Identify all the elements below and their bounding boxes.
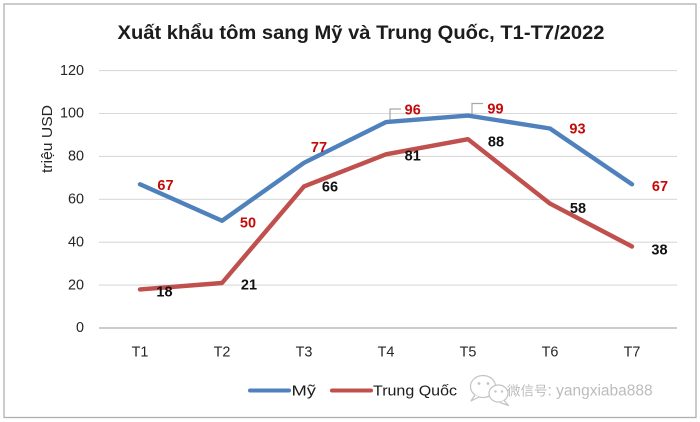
svg-text:T6: T6 xyxy=(542,345,559,361)
svg-text:T1: T1 xyxy=(132,345,149,361)
svg-text:120: 120 xyxy=(60,63,84,79)
svg-text:21: 21 xyxy=(241,278,257,294)
svg-text:triệu USD: triệu USD xyxy=(40,105,56,173)
svg-text:18: 18 xyxy=(156,285,172,301)
svg-text:96: 96 xyxy=(405,103,421,119)
svg-text:38: 38 xyxy=(651,243,667,259)
svg-text:99: 99 xyxy=(487,102,503,118)
svg-text:40: 40 xyxy=(68,234,84,250)
svg-text:T7: T7 xyxy=(624,345,641,361)
svg-text:60: 60 xyxy=(68,192,84,208)
svg-text:20: 20 xyxy=(68,277,84,293)
svg-text:80: 80 xyxy=(68,149,84,165)
svg-text:: yangxiaba888: : yangxiaba888 xyxy=(548,383,653,400)
svg-text:66: 66 xyxy=(322,180,338,196)
svg-text:88: 88 xyxy=(488,135,504,151)
svg-text:100: 100 xyxy=(60,106,84,122)
svg-text:0: 0 xyxy=(76,320,84,336)
svg-text:58: 58 xyxy=(570,201,586,217)
svg-text:Mỹ: Mỹ xyxy=(292,383,317,400)
svg-text:Trung Quốc: Trung Quốc xyxy=(373,383,457,400)
svg-text:67: 67 xyxy=(157,178,173,194)
svg-text:93: 93 xyxy=(569,122,585,138)
svg-text:T2: T2 xyxy=(214,345,231,361)
svg-text:T5: T5 xyxy=(460,345,477,361)
svg-text:67: 67 xyxy=(652,179,668,195)
svg-text:T4: T4 xyxy=(378,345,395,361)
svg-text:50: 50 xyxy=(240,216,256,232)
svg-text:77: 77 xyxy=(311,140,327,156)
svg-text:Xuất khẩu tôm sang Mỹ và Trung: Xuất khẩu tôm sang Mỹ và Trung Quốc, T1-… xyxy=(118,23,605,44)
svg-text:T3: T3 xyxy=(296,345,313,361)
svg-text:81: 81 xyxy=(405,149,421,165)
